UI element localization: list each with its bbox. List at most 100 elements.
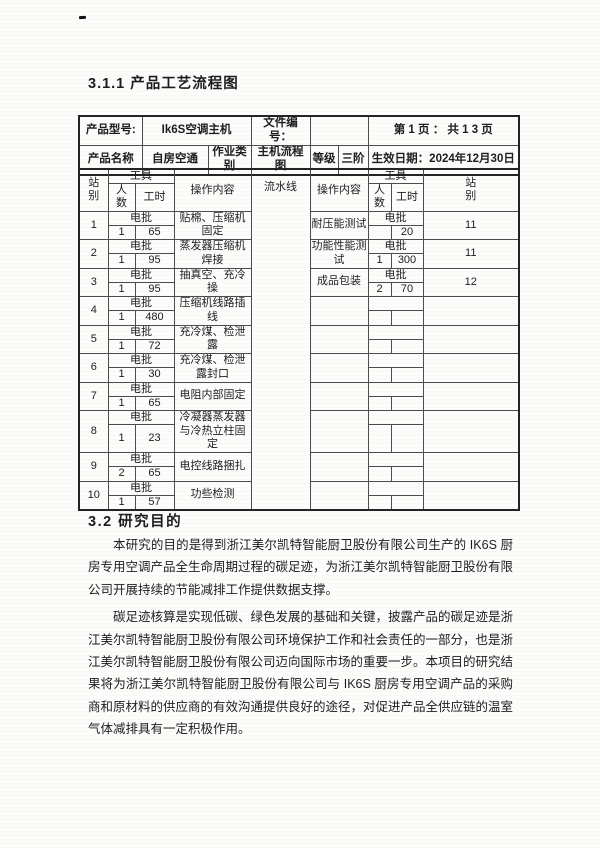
- operation: 充冷煤、检泄露: [173, 324, 252, 355]
- station-no: [422, 409, 520, 454]
- work-hours: 65: [134, 466, 175, 482]
- people-count: [367, 224, 392, 241]
- section-title-32: 3.2 研究目的: [88, 514, 183, 530]
- tool-name: 电批: [107, 480, 175, 496]
- tool-name: 电批: [367, 239, 424, 255]
- research-purpose-text: 本研究的目的是得到浙江美尔凯特智能厨卫股份有限公司生产的 IK6S 厨房专用空调…: [88, 534, 513, 746]
- station-no: [422, 480, 520, 511]
- col-header-people-left: 人 数: [107, 183, 136, 212]
- scan-ink-mark: [78, 15, 87, 20]
- station-no: 12: [422, 267, 520, 298]
- station-no: 1: [78, 210, 109, 241]
- work-hours: 70: [390, 281, 424, 298]
- station-no: 11: [422, 210, 520, 241]
- process-chart-meta-table: 产品型号: Ik6S空调主机 文件编号： 第 1 页 ： 共 1 3 页 产品名…: [78, 115, 521, 176]
- work-hours: 23: [134, 424, 175, 454]
- work-hours: 480: [134, 310, 175, 326]
- people-count: [367, 367, 392, 383]
- work-hours: [390, 494, 424, 511]
- doc-no-value: [309, 115, 369, 146]
- tool-name: [367, 480, 424, 496]
- operation: 蒸发器压缩机焊接: [173, 239, 252, 269]
- col-header-hours-left: 工时: [134, 183, 175, 212]
- people-count: [367, 494, 392, 511]
- tool-name: 电批: [107, 324, 175, 340]
- work-hours: 72: [134, 338, 175, 355]
- people-count: [367, 310, 392, 326]
- people-count: [367, 338, 392, 355]
- station-no: [422, 381, 520, 411]
- col-header-station-right: 站 别: [422, 168, 520, 212]
- work-hours: 20: [390, 224, 424, 241]
- work-hours: [390, 466, 424, 482]
- operation: [309, 381, 369, 411]
- station-no: 7: [78, 381, 109, 411]
- product-model-value: Ik6S空调主机: [141, 115, 252, 146]
- station-no: 6: [78, 353, 109, 383]
- station-no: 11: [422, 239, 520, 269]
- tool-name: 电批: [367, 210, 424, 226]
- operation: 功能性能测试: [309, 239, 369, 269]
- col-header-operation-left: 操作内容: [173, 168, 252, 212]
- col-header-hours-right: 工时: [390, 183, 424, 212]
- people-count: [367, 395, 392, 411]
- people-count: [367, 424, 392, 454]
- section-title-311: 3.1.1 产品工艺流程图: [88, 76, 239, 92]
- operation: 冷凝器蒸发器与冷热立柱固定: [173, 409, 252, 454]
- people-count: 2: [107, 466, 136, 482]
- tool-name: 电批: [107, 210, 175, 226]
- people-count: 1: [367, 253, 392, 269]
- people-count: [367, 466, 392, 482]
- people-count: 1: [107, 224, 136, 241]
- operation: 成品包装: [309, 267, 369, 298]
- people-count: 1: [107, 281, 136, 298]
- station-no: 8: [78, 409, 109, 454]
- work-hours: 65: [134, 395, 175, 411]
- col-header-people-right: 人 数: [367, 183, 392, 212]
- tool-name: 电批: [107, 239, 175, 255]
- col-header-operation-right: 操作内容: [309, 168, 369, 212]
- station-no: [422, 296, 520, 326]
- operation: 耐压能测试: [309, 210, 369, 241]
- process-flow-table: 站 别 工具 操作内容 流水线 操作内容 工具 站 别 人 数 工时 人 数 工…: [78, 168, 520, 511]
- operation: [309, 480, 369, 511]
- station-no: 9: [78, 452, 109, 482]
- tool-name: 电批: [107, 353, 175, 369]
- col-header-tool-right: 工具: [367, 168, 424, 185]
- people-count: 2: [367, 281, 392, 298]
- people-count: 1: [107, 367, 136, 383]
- station-no: [422, 324, 520, 355]
- product-model-label: 产品型号:: [78, 115, 143, 146]
- operation: [309, 296, 369, 326]
- tool-name: [367, 452, 424, 468]
- operation: 贴棉、压缩机固定: [173, 210, 252, 241]
- work-hours: 65: [134, 224, 175, 241]
- station-no: 10: [78, 480, 109, 511]
- people-count: 1: [107, 424, 136, 454]
- station-no: 3: [78, 267, 109, 298]
- doc-no-label: 文件编号：: [250, 115, 311, 146]
- operation: 功些检测: [173, 480, 252, 511]
- operation: [309, 452, 369, 482]
- station-no: 4: [78, 296, 109, 326]
- people-count: 1: [107, 310, 136, 326]
- tool-name: [367, 296, 424, 312]
- operation: 抽真空、充冷操: [173, 267, 252, 298]
- col-header-station-left: 站 别: [78, 168, 109, 212]
- tool-name: 电批: [107, 452, 175, 468]
- station-no: [422, 353, 520, 383]
- operation: [309, 409, 369, 454]
- work-hours: 30: [134, 367, 175, 383]
- paragraph-1: 本研究的目的是得到浙江美尔凯特智能厨卫股份有限公司生产的 IK6S 厨房专用空调…: [88, 538, 514, 597]
- people-count: 1: [107, 253, 136, 269]
- tool-name: [367, 381, 424, 397]
- operation: [309, 324, 369, 355]
- operation: 电阻内部固定: [173, 381, 252, 411]
- tool-name: 电批: [107, 267, 175, 283]
- people-count: 1: [107, 338, 136, 355]
- tool-name: [367, 409, 424, 426]
- station-no: 5: [78, 324, 109, 355]
- work-hours: [390, 424, 424, 454]
- operation: [309, 353, 369, 383]
- work-hours: 300: [390, 253, 424, 269]
